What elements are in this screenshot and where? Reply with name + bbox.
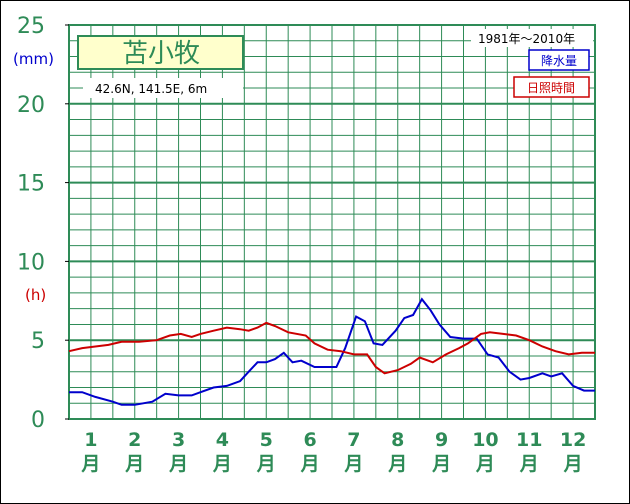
legend-sun-label: 日照時間 [527, 81, 575, 95]
month-suffix-label: 月 [563, 453, 583, 475]
legend-sun-box [513, 76, 590, 98]
month-number-label: 4 [216, 429, 229, 451]
month-number-label: 3 [172, 429, 185, 451]
month-suffix-label: 月 [343, 453, 363, 475]
y-tick-labels: 0 5 10 15 20 25 [17, 14, 69, 433]
month-suffix-label: 月 [475, 453, 495, 475]
y-tick-label: 15 [17, 172, 45, 197]
series-line-sunshine [68, 321, 595, 375]
legend-precip-label: 降水量 [541, 54, 577, 68]
y-tick-label: 10 [17, 250, 45, 275]
y-tick-label: 25 [17, 14, 45, 39]
precip-unit-label: (mm) [13, 50, 54, 68]
station-name: 苫小牧 [122, 39, 200, 69]
month-suffix-label: 月 [80, 453, 100, 475]
legend-precip-box [528, 49, 590, 71]
month-number-label: 8 [391, 429, 404, 451]
sunshine-unit-label: (h) [25, 286, 46, 304]
month-number-label: 9 [435, 429, 448, 451]
period-bg [471, 29, 593, 47]
month-number-label: 10 [472, 429, 498, 451]
month-suffix-label: 月 [387, 453, 407, 475]
month-suffix-label: 月 [124, 453, 144, 475]
month-number-label: 12 [560, 429, 586, 451]
month-number-label: 7 [347, 429, 360, 451]
y-tick-label: 20 [17, 93, 45, 118]
month-suffix-label: 月 [300, 453, 320, 475]
month-suffix-label: 月 [212, 453, 232, 475]
period-label: 1981年〜2010年 [478, 32, 575, 46]
y-tick-label: 5 [31, 329, 45, 354]
month-suffix-label: 月 [431, 453, 451, 475]
month-number-label: 5 [260, 429, 273, 451]
month-number-label: 2 [128, 429, 141, 451]
month-number-label: 6 [303, 429, 316, 451]
station-location: 42.6N, 141.5E, 6m [95, 82, 207, 96]
month-number-label: 1 [84, 429, 97, 451]
y-tick-label: 0 [31, 408, 45, 433]
month-suffix-label: 月 [256, 453, 276, 475]
location-bg [83, 78, 243, 98]
station-name-box [77, 35, 244, 70]
month-number-label: 11 [516, 429, 542, 451]
series-line-precipitation [69, 297, 595, 406]
month-suffix-label: 月 [519, 453, 539, 475]
month-suffix-label: 月 [168, 453, 188, 475]
